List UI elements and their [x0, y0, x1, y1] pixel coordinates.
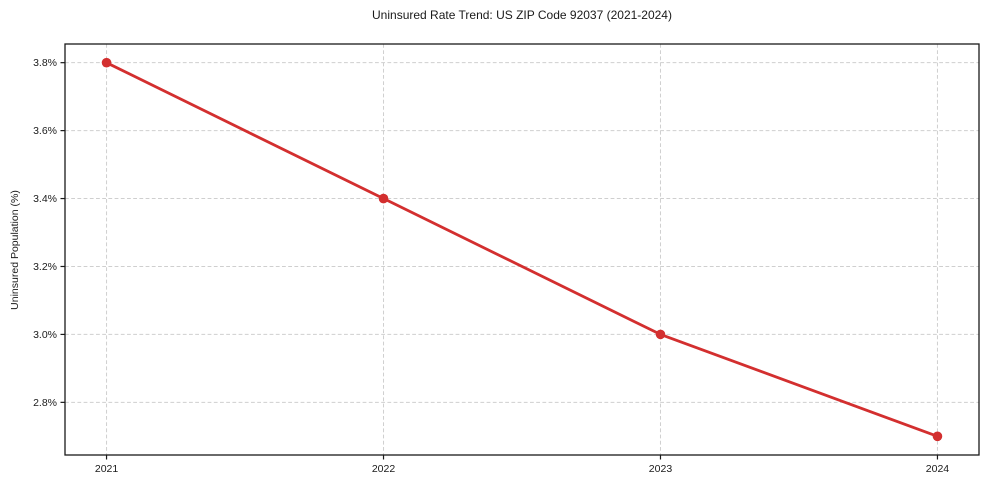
data-point: [378, 193, 389, 204]
data-point: [932, 431, 943, 442]
x-tick-label: 2021: [95, 463, 119, 475]
y-tick-label: 3.4%: [33, 193, 57, 205]
data-point: [101, 57, 112, 68]
chart-title: Uninsured Rate Trend: US ZIP Code 92037 …: [372, 8, 672, 22]
y-tick-label: 3.8%: [33, 57, 57, 69]
x-tick-label: 2024: [926, 463, 950, 475]
y-tick-label: 3.6%: [33, 125, 57, 137]
y-tick-label: 2.8%: [33, 397, 57, 409]
y-tick-label: 3.2%: [33, 261, 57, 273]
x-tick-label: 2022: [372, 463, 396, 475]
data-point: [655, 329, 666, 340]
x-tick-label: 2023: [649, 463, 673, 475]
data-line: [105, 61, 939, 438]
y-tick-label: 3.0%: [33, 329, 57, 341]
axes-border: [64, 43, 980, 456]
